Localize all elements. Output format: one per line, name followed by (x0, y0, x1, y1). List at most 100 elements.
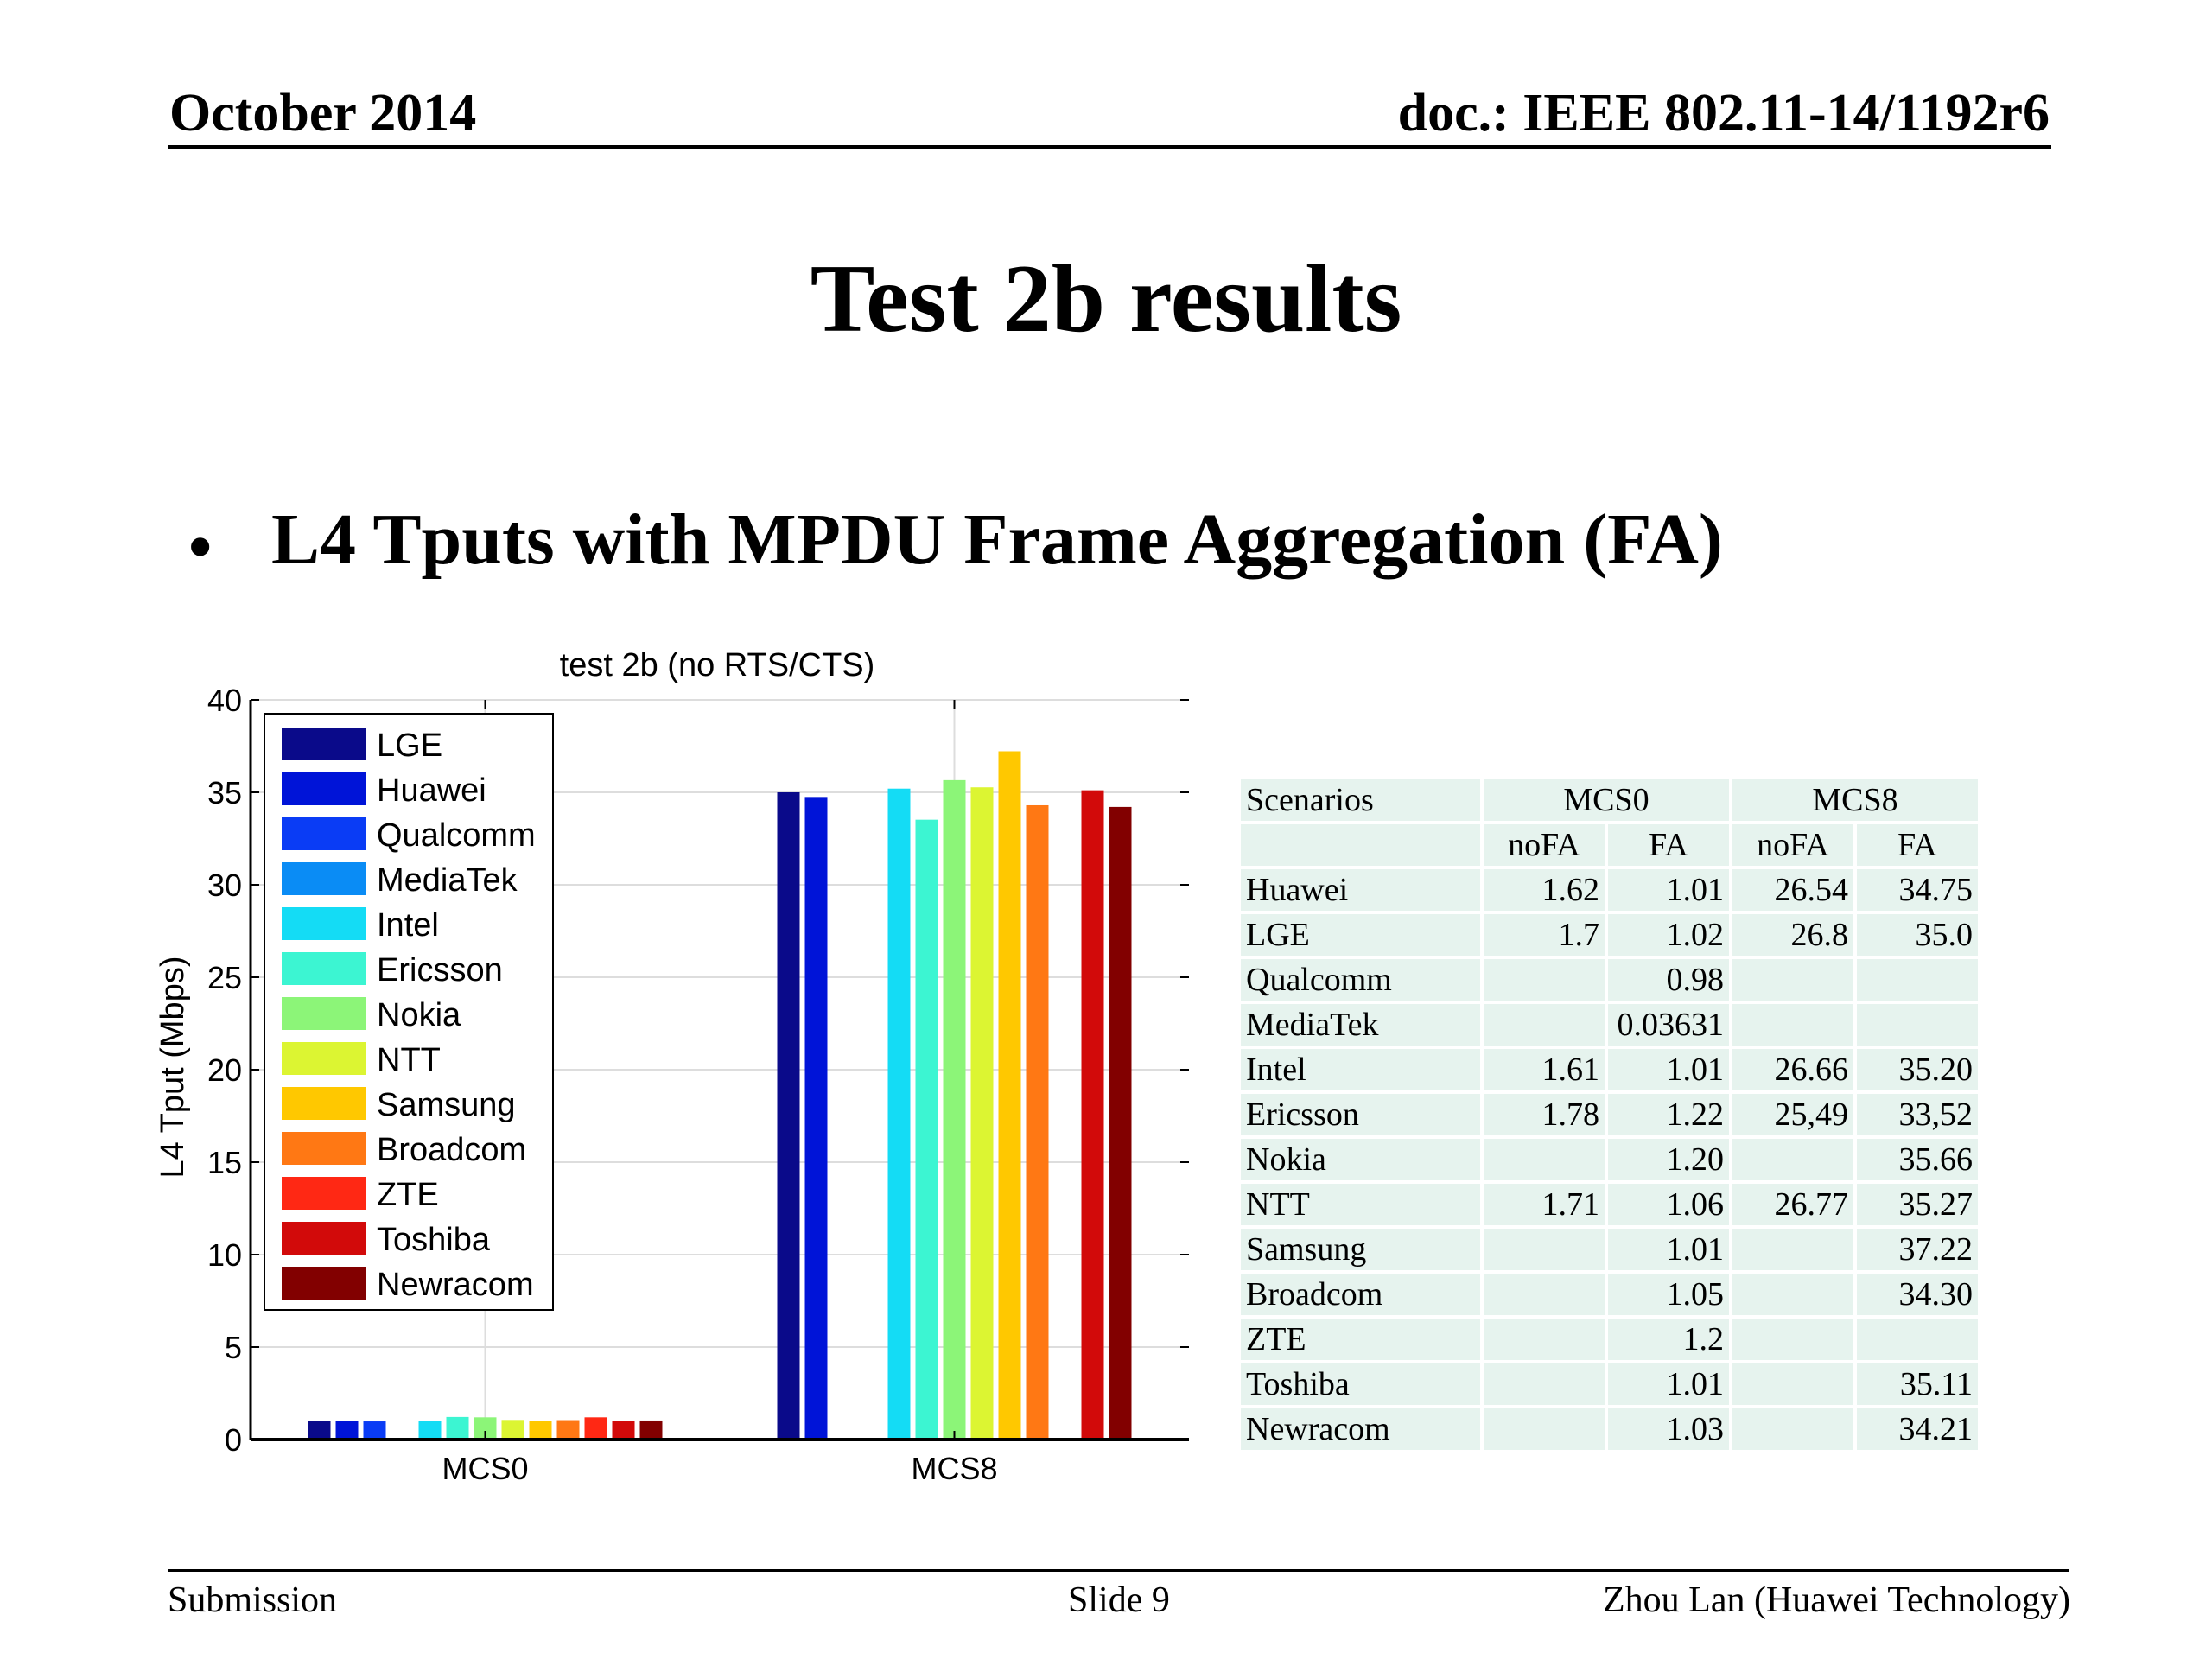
table-header-cell: Scenarios (1241, 779, 1480, 821)
legend-swatch (282, 1222, 366, 1255)
table-cell: 26.8 (1732, 914, 1853, 956)
y-tick-label: 0 (225, 1422, 242, 1458)
slide-title: Test 2b results (810, 245, 1402, 353)
table-row: Qualcomm 0.98 (1241, 959, 1978, 1001)
bar-newracom-mcs8 (1109, 806, 1132, 1440)
legend-swatch (282, 1042, 366, 1075)
table-cell: 1.01 (1608, 869, 1729, 911)
table-cell: 1.01 (1608, 1229, 1729, 1270)
table-cell: 34.75 (1857, 869, 1978, 911)
bar-zte-mcs0 (584, 1417, 607, 1440)
legend-swatch (282, 1267, 366, 1300)
table-row: NTT 1.71 1.06 26.77 35.27 (1241, 1184, 1978, 1225)
bar-group (308, 751, 1132, 1440)
table-cell: 1.62 (1484, 869, 1605, 911)
table-cell (1484, 1139, 1605, 1180)
table-subheader-row: noFA FA noFA FA (1241, 824, 1978, 866)
legend-swatch (282, 772, 366, 805)
table-cell: 0.98 (1608, 959, 1729, 1001)
legend-label: LGE (377, 728, 442, 764)
table-cell: NTT (1241, 1184, 1480, 1225)
bar-huawei-mcs0 (335, 1421, 359, 1440)
legend-label: Qualcomm (377, 817, 536, 854)
y-tick-label: 35 (207, 775, 242, 810)
table-row: Toshiba 1.01 35.11 (1241, 1363, 1978, 1405)
table-cell (1732, 1408, 1853, 1450)
chart-title: test 2b (no RTS/CTS) (560, 647, 875, 683)
bar-intel-mcs0 (418, 1421, 442, 1440)
footer-submission: Submission (168, 1580, 338, 1620)
table-cell: 1.01 (1608, 1049, 1729, 1090)
bar-newracom-mcs0 (639, 1420, 663, 1440)
legend-swatch (282, 728, 366, 760)
footer-author: Zhou Lan (Huawei Technology) (1603, 1580, 2070, 1620)
table-cell: 1.78 (1484, 1094, 1605, 1135)
table-cell: 1.71 (1484, 1184, 1605, 1225)
table-cell (1484, 1363, 1605, 1405)
legend-label: NTT (377, 1042, 441, 1078)
table-cell (1484, 1274, 1605, 1315)
bar-huawei-mcs8 (804, 797, 828, 1440)
x-tick-label: MCS0 (442, 1451, 528, 1486)
bar-intel-mcs8 (887, 788, 911, 1440)
table-cell: 26.54 (1732, 869, 1853, 911)
table-cell: Huawei (1241, 869, 1480, 911)
table-cell: 33,52 (1857, 1094, 1978, 1135)
legend-label: Broadcom (377, 1132, 526, 1168)
table-row: MediaTek 0.03631 (1241, 1004, 1978, 1046)
legend-swatch (282, 907, 366, 940)
bar-lge-mcs8 (777, 792, 800, 1440)
table-header-cell: FA (1857, 824, 1978, 866)
table-cell (1484, 1408, 1605, 1450)
table-row: Newracom 1.03 34.21 (1241, 1408, 1978, 1450)
y-tick-label: 10 (207, 1237, 242, 1273)
table-cell: MediaTek (1241, 1004, 1480, 1046)
legend-label: MediaTek (377, 862, 518, 899)
bar-toshiba-mcs0 (612, 1421, 635, 1440)
table-cell (1857, 1004, 1978, 1046)
bar-broadcom-mcs8 (1026, 804, 1049, 1440)
table-cell: 35.27 (1857, 1184, 1978, 1225)
y-tick-label: 20 (207, 1052, 242, 1088)
table-cell: 1.20 (1608, 1139, 1729, 1180)
bar-samsung-mcs0 (529, 1421, 552, 1440)
bar-ericsson-mcs8 (915, 819, 938, 1440)
table-cell (1732, 1139, 1853, 1180)
bullet-icon: • (188, 509, 213, 584)
table-row: LGE 1.7 1.02 26.8 35.0 (1241, 914, 1978, 956)
table-cell: 37.22 (1857, 1229, 1978, 1270)
legend-label: ZTE (377, 1177, 439, 1213)
table-cell (1732, 959, 1853, 1001)
table-header-cell: MCS0 (1484, 779, 1729, 821)
y-tick-label: 40 (207, 683, 242, 718)
table-cell: 1.22 (1608, 1094, 1729, 1135)
table-cell: 35.11 (1857, 1363, 1978, 1405)
table-cell: Newracom (1241, 1408, 1480, 1450)
table-cell (1484, 1004, 1605, 1046)
table-cell: 1.7 (1484, 914, 1605, 956)
bar-samsung-mcs8 (998, 751, 1021, 1440)
table-cell: Intel (1241, 1049, 1480, 1090)
table-row: Nokia 1.20 35.66 (1241, 1139, 1978, 1180)
bar-ericsson-mcs0 (446, 1416, 469, 1440)
legend: LGE Huawei Qualcomm MediaTek Intel Ericsson No… (264, 713, 554, 1311)
table-cell: ZTE (1241, 1319, 1480, 1360)
legend-label: Intel (377, 907, 439, 944)
table-row: Intel 1.61 1.01 26.66 35.20 (1241, 1049, 1978, 1090)
legend-swatch (282, 1087, 366, 1120)
table-cell (1732, 1319, 1853, 1360)
table-row: Broadcom 1.05 34.30 (1241, 1274, 1978, 1315)
table-cell (1732, 1274, 1853, 1315)
table-cell: Ericsson (1241, 1094, 1480, 1135)
legend-label: Huawei (377, 772, 486, 809)
y-axis-label: L4 Tput (Mbps) (155, 957, 191, 1179)
legend-swatch (282, 862, 366, 895)
table-cell (1732, 1363, 1853, 1405)
table-cell: 1.03 (1608, 1408, 1729, 1450)
bar-broadcom-mcs0 (556, 1420, 580, 1440)
legend-swatch (282, 1132, 366, 1165)
legend-swatch (282, 952, 366, 985)
legend-swatch (282, 997, 366, 1030)
table-cell: 1.61 (1484, 1049, 1605, 1090)
